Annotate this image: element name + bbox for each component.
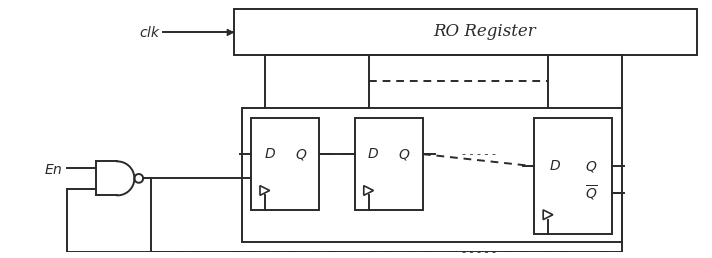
Text: $Q$: $Q$ [295, 147, 307, 162]
Bar [234, 9, 697, 55]
Text: $\overline{Q}$: $\overline{Q}$ [585, 184, 597, 203]
Text: $D$: $D$ [263, 147, 276, 161]
Text: $Q$: $Q$ [585, 159, 597, 174]
Text: - - - - -: - - - - - [461, 247, 496, 257]
Text: $D$: $D$ [550, 159, 561, 173]
Text: $En$: $En$ [44, 163, 63, 177]
Text: - - - - -: - - - - - [461, 149, 496, 159]
Text: $D$: $D$ [367, 147, 379, 161]
Text: $Q$: $Q$ [399, 147, 411, 162]
Bar [241, 108, 622, 242]
Polygon shape [227, 29, 234, 36]
Bar [251, 118, 319, 210]
Bar [355, 118, 423, 210]
Text: RO Register: RO Register [434, 23, 536, 41]
Bar [535, 118, 612, 234]
Text: $clk$: $clk$ [139, 25, 161, 40]
